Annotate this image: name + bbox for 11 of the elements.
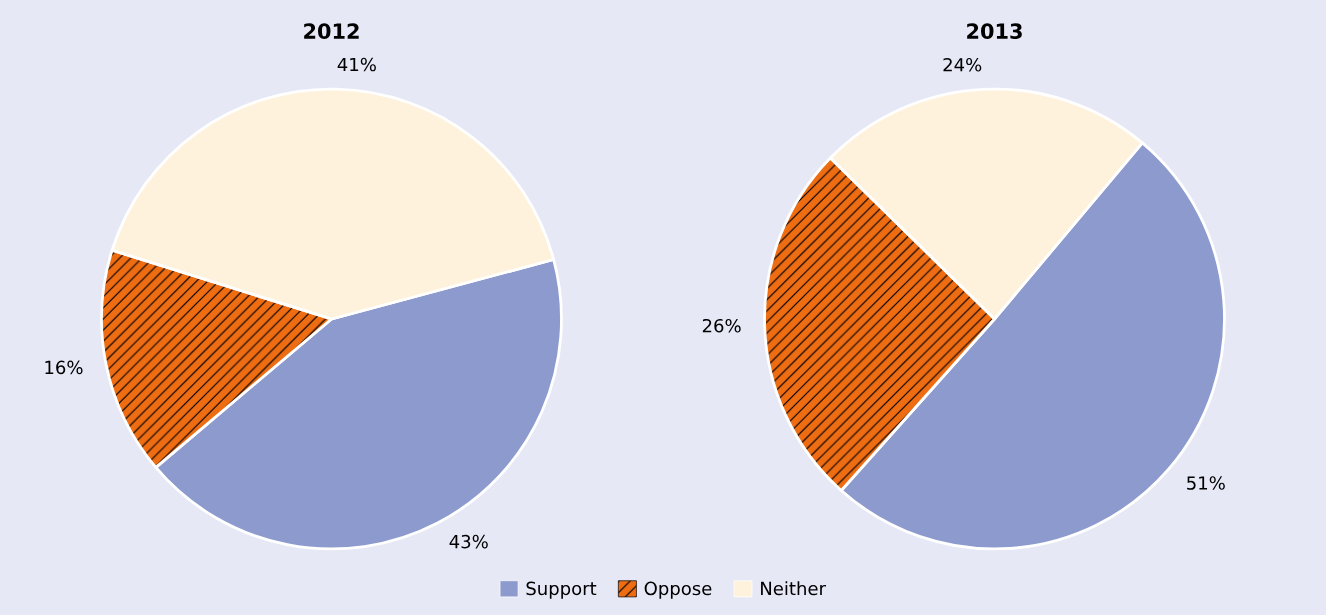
data-label: 24% <box>943 57 982 72</box>
legend-label: Support <box>526 581 597 599</box>
legend-label: Neither <box>761 581 826 596</box>
data-label: 41% <box>337 57 376 72</box>
data-label: 51% <box>1187 476 1225 490</box>
data-label: 26% <box>702 318 741 333</box>
legend-label: Oppose <box>644 581 712 599</box>
data-label: 43% <box>449 534 488 549</box>
data-label: 16% <box>45 360 83 375</box>
chart-title: 2012 <box>304 23 359 40</box>
chart-title: 2013 <box>967 23 1022 40</box>
